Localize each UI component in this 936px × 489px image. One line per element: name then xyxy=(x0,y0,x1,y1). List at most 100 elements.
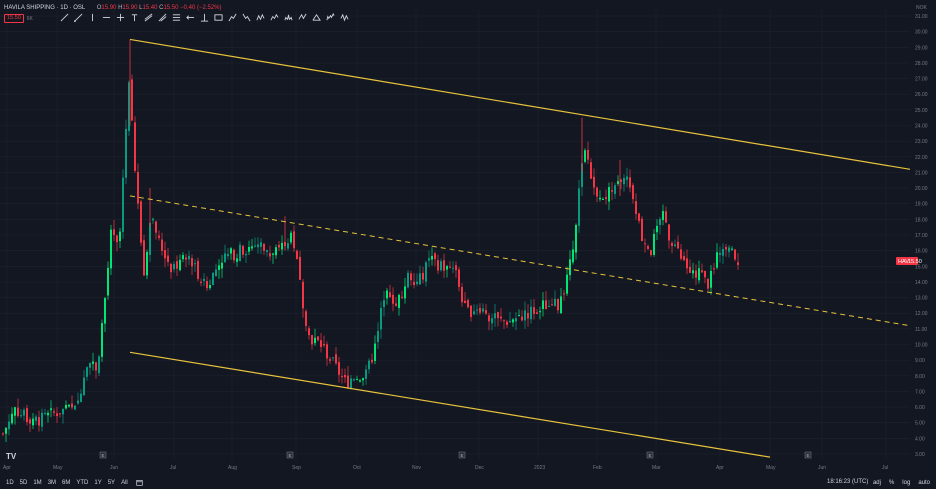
arrow-left-icon[interactable] xyxy=(186,13,195,22)
candle xyxy=(404,277,406,304)
current-price-badge[interactable]: 15.50 6K xyxy=(4,14,33,23)
triangle-pattern-icon[interactable] xyxy=(312,13,321,22)
range-1m[interactable]: 1M xyxy=(33,479,42,486)
candle-body xyxy=(131,79,133,121)
candle-body xyxy=(713,268,715,270)
candle-body xyxy=(704,271,706,278)
candle xyxy=(398,293,400,316)
candle-body xyxy=(2,433,4,435)
range-all[interactable]: All xyxy=(121,479,128,486)
channel-top-line[interactable] xyxy=(129,38,911,170)
range-3m[interactable]: 3M xyxy=(47,479,57,486)
price-axis[interactable]: 31.00 30.00 29.00 28.00 27.00 26.00 25.00 24.00… xyxy=(915,14,928,458)
horizontal-line-icon[interactable] xyxy=(102,13,111,22)
price-tick-label: 20.00 xyxy=(915,186,928,192)
channel-bottom-line[interactable] xyxy=(129,351,771,458)
scale-control-adj[interactable]: adj xyxy=(872,479,881,486)
cypher-pattern-icon[interactable] xyxy=(340,13,349,22)
ray-icon[interactable] xyxy=(74,13,83,22)
long-position-icon[interactable] xyxy=(228,13,237,22)
candle xyxy=(113,219,115,241)
candle xyxy=(14,406,16,425)
candle-body xyxy=(59,413,61,415)
candle xyxy=(143,234,145,277)
trend-line-icon[interactable] xyxy=(60,13,69,22)
range-1y[interactable]: 1Y xyxy=(94,479,102,486)
scale-control-log[interactable]: log xyxy=(902,479,911,486)
candle xyxy=(401,290,403,300)
channel-lines[interactable] xyxy=(129,38,911,458)
candle-body xyxy=(47,412,49,416)
candle xyxy=(488,312,490,331)
price-tick-label: 19.00 xyxy=(915,202,928,208)
time-tick-label: Nov xyxy=(412,465,421,471)
candle-body xyxy=(686,258,688,269)
candle xyxy=(431,247,433,266)
short-position-icon[interactable] xyxy=(242,13,251,22)
candle-body xyxy=(143,240,145,276)
candle xyxy=(449,261,451,269)
scale-control-percent[interactable]: % xyxy=(888,479,895,486)
symbol-title[interactable]: HAVILA SHIPPING · 1D · OSL xyxy=(4,5,86,11)
candle-body xyxy=(383,300,385,308)
candle-body xyxy=(734,249,736,260)
candle-body xyxy=(215,269,217,276)
pitchfork-icon[interactable] xyxy=(158,13,167,22)
candle xyxy=(434,251,436,267)
abcd-pattern-icon[interactable] xyxy=(298,13,307,22)
candle xyxy=(485,304,487,315)
elliott-wave-icon[interactable] xyxy=(270,13,279,22)
candle xyxy=(536,309,538,315)
candle xyxy=(437,254,439,274)
range-5y[interactable]: 5Y xyxy=(107,479,116,486)
range-5d[interactable]: 5D xyxy=(19,479,28,486)
candle-body xyxy=(359,380,361,382)
parallel-channel-icon[interactable] xyxy=(144,13,153,22)
vertical-line-icon[interactable] xyxy=(88,13,97,22)
scale-control-auto[interactable]: auto xyxy=(918,479,930,486)
candle-body xyxy=(38,417,40,426)
candle-body xyxy=(446,266,448,270)
candle-body xyxy=(119,231,121,242)
candle-body xyxy=(77,400,79,404)
candle xyxy=(623,174,625,192)
candle xyxy=(242,244,244,258)
earnings-marker-label: E xyxy=(461,453,464,458)
text-tool-icon[interactable] xyxy=(130,13,139,22)
time-tick-label: Dec xyxy=(475,465,484,471)
candle-body xyxy=(530,306,532,320)
range-1d[interactable]: 1D xyxy=(6,479,14,486)
candle xyxy=(440,258,442,272)
three-drives-icon[interactable] xyxy=(326,13,335,22)
xabcd-pattern-icon[interactable] xyxy=(256,13,265,22)
channel-mid-line[interactable] xyxy=(129,195,911,327)
price-range-icon[interactable] xyxy=(200,13,209,22)
candle-body xyxy=(692,270,694,274)
fib-retracement-icon[interactable] xyxy=(172,13,181,22)
date-range-icon[interactable] xyxy=(214,13,223,22)
cross-line-icon[interactable] xyxy=(116,13,125,22)
candle-body xyxy=(53,411,55,413)
time-axis[interactable]: Apr May Jun Jul Aug Sep Oct Nov Dec 2023 Feb Mar Apr… xyxy=(3,465,888,471)
earnings-marker-box xyxy=(646,451,654,459)
candle xyxy=(245,251,247,263)
clock[interactable]: 18:16:23 (UTC) xyxy=(827,479,869,485)
candle xyxy=(59,413,61,418)
calendar-icon[interactable] xyxy=(136,479,143,486)
candle xyxy=(332,357,334,361)
candle xyxy=(260,237,262,254)
candle-body xyxy=(629,177,631,188)
candle-body xyxy=(377,330,379,342)
range-6m[interactable]: 6M xyxy=(62,479,71,486)
candle-body xyxy=(674,244,676,247)
candle xyxy=(689,259,691,273)
candle xyxy=(176,255,178,277)
candle xyxy=(476,304,478,316)
candle xyxy=(482,303,484,314)
candle xyxy=(98,354,100,377)
head-shoulders-icon[interactable] xyxy=(284,13,293,22)
range-ytd[interactable]: YTD xyxy=(76,479,89,486)
candle-body xyxy=(626,176,628,180)
candle xyxy=(617,175,619,187)
